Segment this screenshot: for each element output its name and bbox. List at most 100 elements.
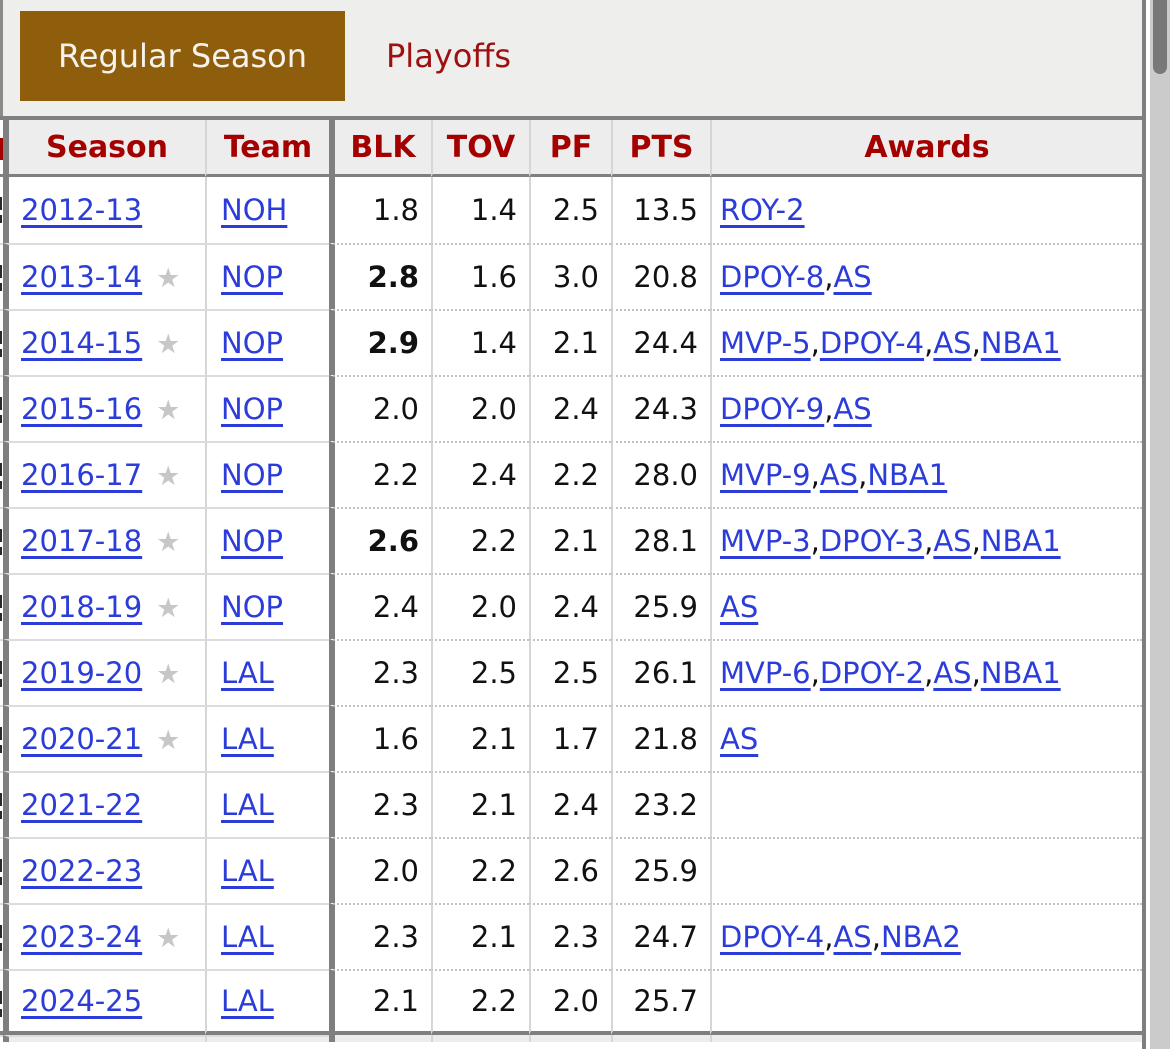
clipped-text-fragment <box>0 349 2 357</box>
team-link[interactable]: NOP <box>221 458 284 492</box>
blk-value: 2.8 <box>329 243 431 309</box>
table-row: 2022-23 LAL 2.0 2.2 2.6 25.9 <box>0 837 1142 903</box>
team-link[interactable]: NOH <box>221 193 288 227</box>
tab-playoffs[interactable]: Playoffs <box>386 11 511 101</box>
team-link[interactable]: LAL <box>221 788 274 822</box>
award-link[interactable]: AS <box>833 920 872 954</box>
team-cell: LAL <box>205 903 329 969</box>
award-link[interactable]: ROY-2 <box>720 193 805 227</box>
clipped-column-cell <box>0 573 3 639</box>
award-link[interactable]: AS <box>933 326 972 360</box>
season-link[interactable]: 2015-16 <box>21 392 143 426</box>
award-link[interactable]: NBA1 <box>980 656 1061 690</box>
awards-separator: , <box>824 392 834 426</box>
pts-value: 23.2 <box>611 771 710 837</box>
table-row: 2015-16 ★ NOP 2.0 2.0 2.4 24.3 DPOY-9,AS <box>0 375 1142 441</box>
team-link[interactable]: NOP <box>221 524 284 558</box>
all-star-icon: ★ <box>156 725 181 756</box>
all-star-icon: ★ <box>156 329 181 360</box>
blk-value: 2.0 <box>329 837 431 903</box>
col-header-blk[interactable]: BLK <box>329 120 431 177</box>
team-link[interactable]: LAL <box>221 722 274 756</box>
pts-value: 24.3 <box>611 375 710 441</box>
season-link[interactable]: 2024-25 <box>21 984 143 1018</box>
awards-cell: DPOY-8,AS <box>710 243 1142 309</box>
team-link[interactable]: NOP <box>221 260 284 294</box>
partial-cell <box>0 1035 3 1042</box>
award-link[interactable]: MVP-5 <box>720 326 811 360</box>
col-header-tov[interactable]: TOV <box>431 120 529 177</box>
team-link[interactable]: NOP <box>221 590 284 624</box>
season-link[interactable]: 2016-17 <box>21 458 143 492</box>
vertical-scrollbar[interactable] <box>1150 0 1170 1049</box>
award-link[interactable]: MVP-3 <box>720 524 811 558</box>
award-link[interactable]: DPOY-4 <box>720 920 825 954</box>
blk-value: 2.0 <box>329 375 431 441</box>
season-link[interactable]: 2017-18 <box>21 524 143 558</box>
season-cell: 2023-24 ★ <box>3 903 205 969</box>
award-link[interactable]: DPOY-2 <box>819 656 925 690</box>
pts-value: 25.7 <box>611 969 710 1035</box>
award-link[interactable]: DPOY-9 <box>720 392 825 426</box>
season-link[interactable]: 2018-19 <box>21 590 143 624</box>
scrollbar-thumb[interactable] <box>1153 0 1167 74</box>
season-cell: 2019-20 ★ <box>3 639 205 705</box>
award-link[interactable]: NBA1 <box>980 326 1061 360</box>
clipped-text-fragment <box>0 547 2 555</box>
clipped-column-cell <box>0 177 3 243</box>
season-cell: 2014-15 ★ <box>3 309 205 375</box>
pts-value: 28.1 <box>611 507 710 573</box>
award-link[interactable]: AS <box>720 590 759 624</box>
award-link[interactable]: AS <box>933 524 972 558</box>
awards-separator: , <box>810 326 820 360</box>
season-link[interactable]: 2012-13 <box>21 193 143 227</box>
award-link[interactable]: AS <box>833 260 872 294</box>
tov-value: 2.2 <box>431 507 529 573</box>
clipped-column-cell <box>0 639 3 705</box>
award-link[interactable]: MVP-9 <box>720 458 811 492</box>
blk-value: 2.3 <box>329 903 431 969</box>
tab-regular-season[interactable]: Regular Season <box>20 11 345 101</box>
season-link[interactable]: 2020-21 <box>21 722 143 756</box>
season-link[interactable]: 2023-24 <box>21 920 143 954</box>
team-link[interactable]: LAL <box>221 984 274 1018</box>
clipped-text-fragment <box>0 661 2 674</box>
tov-value: 1.4 <box>431 309 529 375</box>
season-link[interactable]: 2019-20 <box>21 656 143 690</box>
col-header-team[interactable]: Team <box>205 120 329 177</box>
award-link[interactable]: AS <box>819 458 859 492</box>
season-link[interactable]: 2014-15 <box>21 326 143 360</box>
award-link[interactable]: AS <box>720 722 759 756</box>
award-link[interactable]: NBA1 <box>867 458 948 492</box>
season-cell: 2013-14 ★ <box>3 243 205 309</box>
table-row: 2024-25 LAL 2.1 2.2 2.0 25.7 <box>0 969 1142 1035</box>
col-header-pf[interactable]: PF <box>529 120 611 177</box>
awards-separator: , <box>810 656 820 690</box>
col-header-season[interactable]: Season <box>3 120 205 177</box>
season-link[interactable]: 2021-22 <box>21 788 143 822</box>
award-link[interactable]: DPOY-3 <box>819 524 925 558</box>
col-header-awards[interactable]: Awards <box>710 120 1142 177</box>
season-link[interactable]: 2013-14 <box>21 260 143 294</box>
pf-value: 2.0 <box>529 969 611 1035</box>
award-link[interactable]: AS <box>933 656 972 690</box>
pts-value: 21.8 <box>611 705 710 771</box>
tov-value: 2.0 <box>431 573 529 639</box>
team-link[interactable]: LAL <box>221 656 274 690</box>
team-link[interactable]: LAL <box>221 854 274 888</box>
award-link[interactable]: NBA1 <box>980 524 1061 558</box>
team-link[interactable]: NOP <box>221 392 284 426</box>
pf-value: 3.0 <box>529 243 611 309</box>
award-link[interactable]: DPOY-4 <box>819 326 925 360</box>
team-link[interactable]: NOP <box>221 326 284 360</box>
awards-cell: MVP-5,DPOY-4,AS,NBA1 <box>710 309 1142 375</box>
award-link[interactable]: MVP-6 <box>720 656 811 690</box>
award-link[interactable]: DPOY-8 <box>720 260 825 294</box>
tov-value: 2.0 <box>431 375 529 441</box>
season-link[interactable]: 2022-23 <box>21 854 143 888</box>
award-link[interactable]: AS <box>833 392 872 426</box>
col-header-pts[interactable]: PTS <box>611 120 710 177</box>
award-link[interactable]: NBA2 <box>880 920 961 954</box>
team-link[interactable]: LAL <box>221 920 274 954</box>
season-cell: 2022-23 <box>3 837 205 903</box>
